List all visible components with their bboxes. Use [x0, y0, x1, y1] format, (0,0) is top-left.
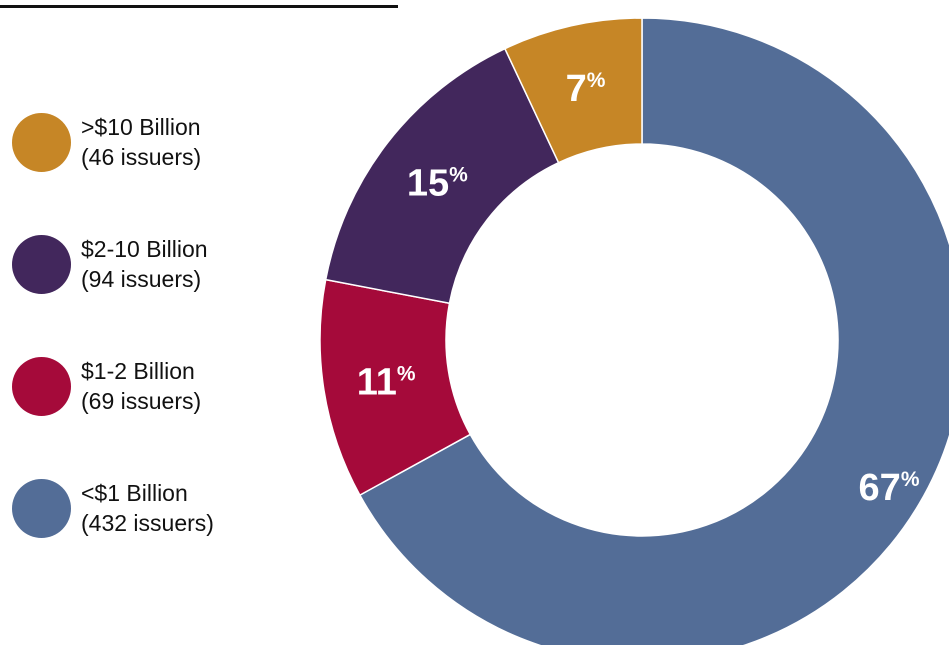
slice-unit-2-10-billion: % — [449, 163, 468, 186]
legend-label-1-2-billion: $1-2 Billion (69 issuers) — [81, 356, 201, 416]
donut-slice-10-billion — [503, 17, 643, 164]
legend-size-over-10-billion: >$10 Billion — [81, 114, 201, 140]
legend-issuers-1-2-billion: (69 issuers) — [81, 388, 202, 414]
donut-slice-1-billion — [358, 17, 949, 645]
slice-unit-1-2-billion: % — [397, 363, 416, 386]
donut-slice-2-10-billion — [324, 47, 560, 305]
donut-slices — [319, 17, 949, 645]
slice-label-2-10-billion: 15% — [407, 162, 468, 204]
slice-label-1-2-billion: 11% — [357, 362, 416, 404]
legend-size-under-1-billion: <$1 Billion — [81, 480, 188, 506]
legend-swatch-over-10-billion — [12, 113, 71, 172]
legend-label-under-1-billion: <$1 Billion (432 issuers) — [81, 478, 214, 538]
legend-item-2-10-billion: $2-10 Billion (94 issuers) — [12, 234, 312, 294]
legend-size-2-10-billion: $2-10 Billion — [81, 236, 208, 262]
slice-unit-10-billion: % — [587, 69, 606, 92]
legend-size-1-2-billion: $1-2 Billion — [81, 358, 195, 384]
slice-value-10-billion: 7 — [566, 68, 587, 110]
legend-issuers-under-1-billion: (432 issuers) — [81, 510, 214, 536]
legend-item-under-1-billion: <$1 Billion (432 issuers) — [12, 478, 312, 538]
legend-issuers-over-10-billion: (46 issuers) — [81, 144, 202, 170]
legend-swatch-1-2-billion — [12, 357, 71, 416]
slice-unit-1-billion: % — [901, 468, 920, 491]
donut-labels: 67%11%15%7% — [357, 68, 920, 509]
slice-value-2-10-billion: 15 — [407, 162, 449, 204]
legend-swatch-2-10-billion — [12, 235, 71, 294]
legend-label-over-10-billion: >$10 Billion (46 issuers) — [81, 112, 201, 172]
legend: >$10 Billion (46 issuers) $2-10 Billion … — [12, 112, 312, 538]
legend-item-1-2-billion: $1-2 Billion (69 issuers) — [12, 356, 312, 416]
legend-item-over-10-billion: >$10 Billion (46 issuers) — [12, 112, 312, 172]
legend-label-2-10-billion: $2-10 Billion (94 issuers) — [81, 234, 208, 294]
slice-value-1-billion: 67 — [859, 467, 901, 509]
legend-issuers-2-10-billion: (94 issuers) — [81, 266, 202, 292]
top-rule — [0, 5, 398, 8]
slice-label-10-billion: 7% — [566, 68, 606, 110]
legend-swatch-under-1-billion — [12, 479, 71, 538]
slice-label-1-billion: 67% — [859, 467, 920, 509]
slice-value-1-2-billion: 11 — [357, 362, 397, 404]
